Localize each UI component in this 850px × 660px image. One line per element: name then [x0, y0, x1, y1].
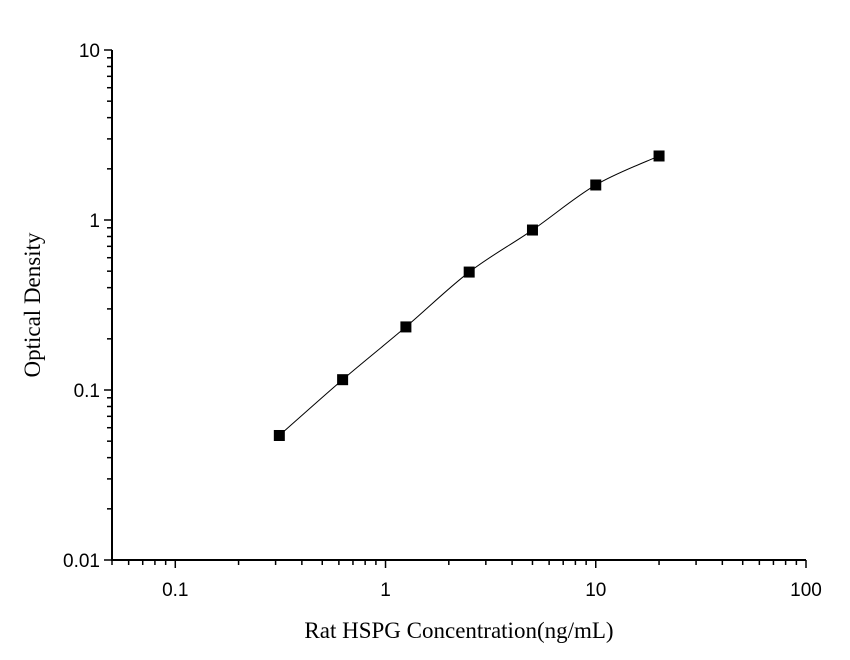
x-tick-label: 100 [790, 580, 822, 601]
x-tick-label: 0.1 [162, 580, 188, 601]
x-tick-label: 1 [380, 580, 391, 601]
data-point [590, 179, 602, 191]
data-point [400, 321, 412, 333]
fit-curve [278, 155, 660, 436]
y-tick-label: 0.01 [63, 551, 100, 572]
axes: 0.1 1 10 100 0.01 0.1 1 10 [63, 41, 822, 601]
data-point [526, 224, 538, 236]
y-tick-label: 0.1 [74, 381, 100, 402]
x-tick-label: 10 [585, 580, 606, 601]
y-tick-label: 10 [79, 41, 100, 62]
y-tick-label: 1 [89, 211, 100, 232]
data-point [653, 150, 665, 162]
data-points [273, 150, 665, 441]
data-point [273, 429, 285, 441]
data-point [337, 374, 349, 386]
data-point [463, 266, 475, 278]
y-axis-label: Optical Density [20, 232, 45, 377]
x-axis-label: Rat HSPG Concentration(ng/mL) [304, 618, 613, 643]
